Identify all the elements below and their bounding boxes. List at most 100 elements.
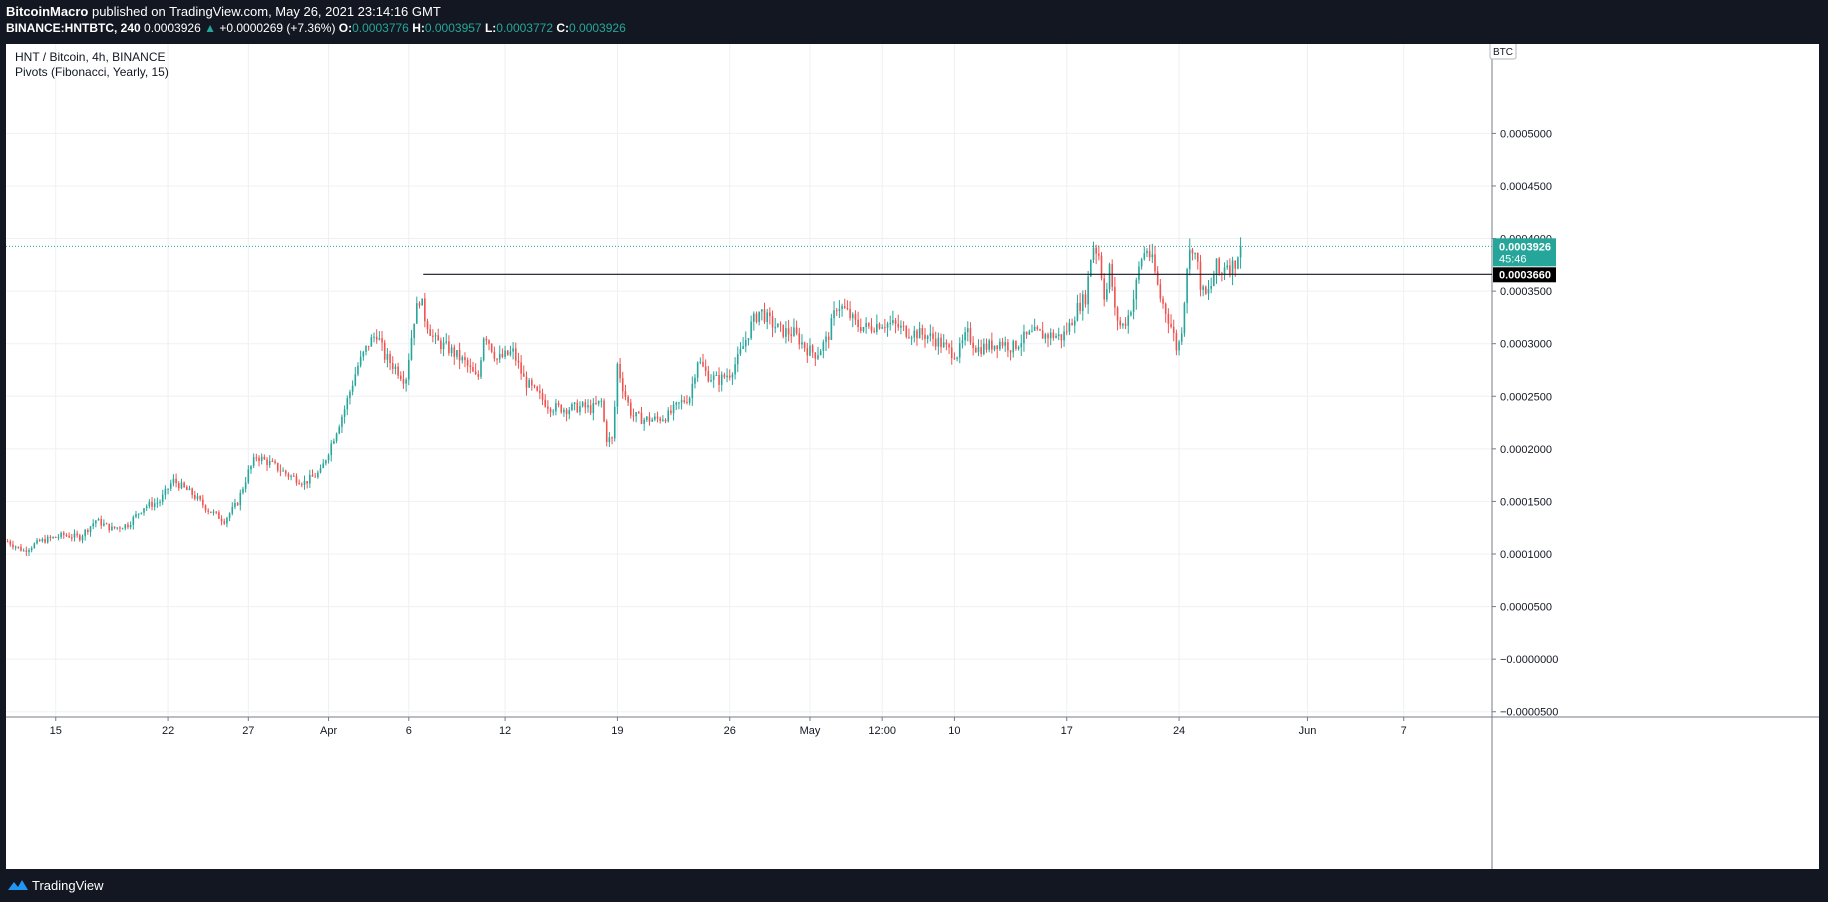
candle-body	[953, 358, 956, 360]
candle-body	[536, 386, 538, 391]
candle-body	[892, 320, 894, 324]
high-label: H:	[412, 21, 425, 35]
candle-body	[354, 374, 357, 386]
candle-body	[696, 362, 699, 378]
candle-body	[720, 374, 723, 385]
candle-body	[809, 345, 811, 356]
candle-body	[991, 340, 993, 350]
candle-body	[239, 492, 242, 506]
candle-body	[1210, 286, 1212, 289]
candle-body	[581, 402, 584, 407]
candle-body	[429, 329, 431, 336]
chart-area[interactable]: 0.00050000.00045000.00040000.00035000.00…	[6, 44, 1819, 869]
candle-body	[876, 323, 878, 332]
candle-body	[97, 519, 100, 521]
candle-body	[284, 470, 287, 474]
low-value: 0.0003772	[496, 21, 554, 35]
candle-body	[616, 363, 619, 407]
currency-badge[interactable]	[1489, 44, 1517, 60]
candle-body	[814, 352, 817, 359]
candle-body	[1108, 264, 1111, 290]
candle-body	[517, 360, 520, 363]
candle-body	[108, 523, 111, 531]
candle-body	[704, 366, 707, 372]
candle-body	[421, 298, 423, 306]
candle-body	[367, 345, 370, 347]
candle-body	[675, 402, 678, 405]
candle-body	[870, 326, 873, 331]
candle-body	[1060, 334, 1063, 341]
candle-body	[769, 312, 771, 317]
candle-body	[849, 308, 851, 318]
candle-body	[148, 501, 151, 507]
candle-body	[1114, 286, 1116, 308]
candle-body	[333, 440, 335, 444]
symbol-legend[interactable]: HNT / Bitcoin, 4h, BINANCE	[15, 50, 166, 64]
candle-body	[648, 416, 651, 422]
candle-body	[683, 400, 686, 402]
candle-body	[1178, 341, 1180, 351]
candle-body	[942, 342, 945, 348]
candle-body	[1218, 258, 1220, 274]
candle-body	[1092, 247, 1095, 261]
candle-body	[1132, 299, 1135, 313]
candle-body	[638, 412, 640, 414]
candle-body	[584, 402, 587, 408]
candle-body	[635, 412, 637, 417]
candle-body	[763, 309, 766, 323]
candle-body	[1127, 315, 1130, 326]
candle-body	[370, 337, 373, 347]
publisher-name[interactable]: BitcoinMacro	[6, 4, 89, 19]
candle-body	[862, 326, 865, 332]
candle-body	[985, 343, 988, 350]
time-tick-label: 12:00	[868, 725, 896, 737]
candle-body	[127, 524, 129, 528]
candle-body	[1079, 302, 1081, 312]
candle-body	[1164, 303, 1167, 314]
candle-body	[1215, 258, 1218, 275]
candle-body	[231, 507, 234, 514]
candle-body	[1063, 331, 1065, 341]
candle-body	[6, 541, 9, 543]
candle-body	[694, 377, 696, 384]
time-tick-label: May	[800, 725, 821, 737]
candle-body	[779, 323, 782, 325]
candle-body	[761, 309, 763, 312]
candle-body	[437, 335, 440, 341]
candle-body	[183, 482, 185, 487]
candle-body	[934, 338, 937, 347]
candle-body	[129, 524, 132, 528]
candle-body	[688, 397, 691, 403]
candle-body	[1207, 288, 1210, 294]
candle-body	[57, 537, 60, 539]
candle-body	[1154, 254, 1156, 272]
indicator-legend[interactable]: Pivots (Fibonacci, Yearly, 15)	[15, 65, 169, 79]
last-value: 0.0003926	[144, 21, 201, 35]
candle-body	[407, 359, 410, 380]
candle-body	[533, 385, 536, 387]
candle-body	[440, 340, 442, 350]
candle-body	[1167, 313, 1170, 324]
candle-body	[1191, 249, 1194, 254]
candle-body	[918, 328, 921, 339]
candle-body	[801, 342, 803, 345]
brand-name[interactable]: TradingView	[32, 878, 104, 893]
candle-body	[587, 405, 589, 408]
candle-body	[1031, 330, 1033, 332]
candle-body	[453, 347, 456, 357]
candle-body	[964, 332, 966, 341]
symbol-label: BINANCE:HNTBTC, 240	[6, 21, 141, 35]
candle-body	[1159, 284, 1162, 299]
candle-body	[859, 327, 862, 332]
candle-body	[1170, 323, 1172, 328]
candle-body	[782, 324, 785, 337]
candle-body	[680, 400, 683, 403]
candle-body	[1071, 322, 1073, 326]
candle-body	[14, 546, 17, 548]
candle-body	[950, 347, 953, 359]
price-chart[interactable]: 0.00050000.00045000.00040000.00035000.00…	[6, 44, 1819, 869]
candle-body	[1065, 331, 1068, 333]
time-tick-label: Apr	[320, 725, 337, 737]
candle-body	[1084, 294, 1087, 305]
candle-body	[469, 365, 472, 368]
